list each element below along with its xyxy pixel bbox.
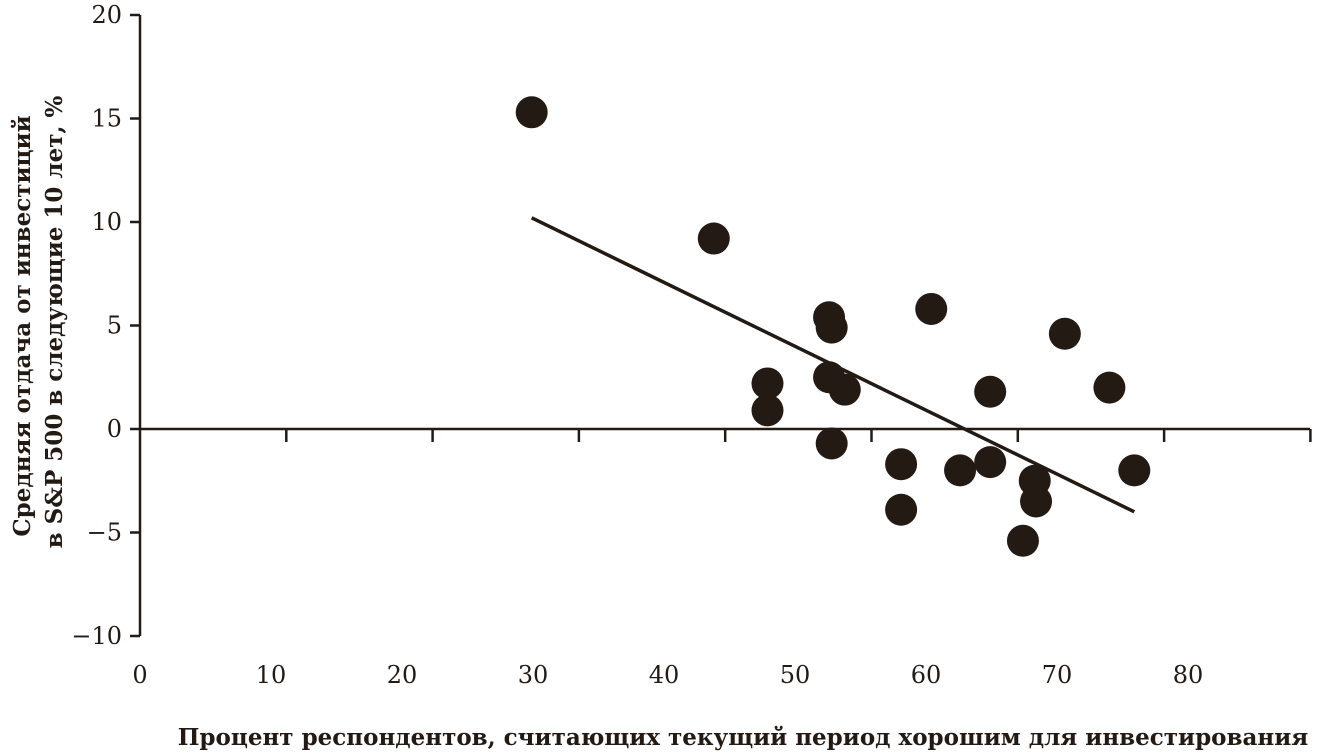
x-tick-label: 0 — [132, 661, 147, 689]
x-tick-label: 10 — [256, 661, 287, 689]
data-point — [1048, 317, 1081, 350]
data-point — [1020, 485, 1053, 518]
x-tick-label: 70 — [1042, 661, 1073, 689]
y-axis-title-line-2: в S&P 500 в следующие 10 лет, % — [41, 95, 68, 548]
axes-group — [130, 13, 1312, 638]
data-point — [1093, 371, 1126, 404]
points-group — [515, 96, 1151, 557]
data-point — [974, 375, 1007, 408]
x-tick-label: 30 — [518, 661, 549, 689]
data-point — [915, 292, 948, 325]
y-axis-title: Средняя отдача от инвестиций в S&P 500 в… — [9, 95, 68, 548]
data-point — [751, 394, 784, 427]
data-point — [885, 448, 918, 481]
data-point — [974, 446, 1007, 479]
data-point — [697, 222, 730, 255]
x-tick-label: 60 — [911, 661, 942, 689]
data-point — [815, 427, 848, 460]
data-point — [815, 311, 848, 344]
x-tick-label: 80 — [1173, 661, 1204, 689]
data-point — [1006, 524, 1039, 557]
y-axis-title-line-1: Средняя отдача от инвестиций — [9, 115, 36, 536]
data-point — [751, 367, 784, 400]
x-tick-label: 40 — [649, 661, 680, 689]
x-tick-label: 20 — [387, 661, 418, 689]
x-tick-label: 50 — [780, 661, 811, 689]
y-tick-label: −5 — [87, 519, 122, 547]
y-tick-label: −10 — [71, 622, 122, 650]
data-point — [885, 493, 918, 526]
data-point — [1118, 454, 1151, 487]
y-tick-label: 10 — [91, 208, 122, 236]
y-tick-label: 0 — [107, 415, 122, 443]
x-axis-title: Процент респондентов, считающих текущий … — [178, 724, 1309, 751]
data-point — [828, 373, 861, 406]
y-tick-label: 5 — [107, 312, 122, 340]
data-point — [944, 454, 977, 487]
data-point — [515, 96, 548, 129]
y-tick-label: 20 — [91, 1, 122, 29]
y-tick-label: 15 — [91, 105, 122, 133]
